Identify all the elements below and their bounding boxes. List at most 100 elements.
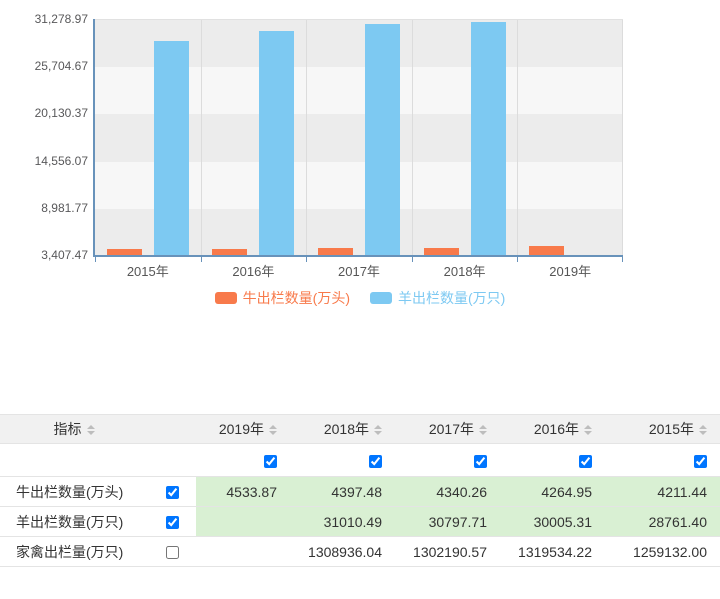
x-axis-line bbox=[93, 255, 623, 257]
sort-icon bbox=[699, 425, 707, 436]
legend-swatch-cattle-icon bbox=[214, 292, 237, 304]
x-axis-label: 2017年 bbox=[338, 264, 380, 279]
empty-cell bbox=[148, 443, 196, 477]
bar-cattle-2019[interactable] bbox=[529, 246, 565, 256]
row-checkbox-cattle[interactable] bbox=[165, 486, 179, 500]
bar-chart: 牛出栏数量(万头) 羊出栏数量(万只) 31,278.97 25,704.67 20… bbox=[0, 12, 720, 308]
year-header-label: 2018年 bbox=[323, 421, 369, 437]
table-row-sheep: 羊出栏数量(万只) 31010.49 30797.71 30005.31 28761.4… bbox=[0, 506, 720, 537]
column-checkbox-2018[interactable] bbox=[369, 454, 382, 468]
row-checkbox-sheep[interactable] bbox=[165, 516, 179, 530]
column-header-2015[interactable]: 2015年 bbox=[616, 414, 720, 444]
column-checkbox-2019[interactable] bbox=[264, 454, 277, 468]
year-header-label: 2017年 bbox=[428, 421, 474, 437]
value-cell-cattle-2016: 4264.95 bbox=[511, 476, 616, 507]
x-axis-tick bbox=[517, 257, 519, 262]
x-axis-tick bbox=[95, 257, 96, 262]
value-cell-sheep-2017: 30797.71 bbox=[406, 506, 511, 537]
row-checkbox-cell-sheep bbox=[148, 506, 196, 537]
sort-icon bbox=[269, 425, 277, 436]
column-header-2017[interactable]: 2017年 bbox=[406, 414, 511, 444]
column-checkbox-2017[interactable] bbox=[474, 454, 487, 468]
bar-sheep-2015[interactable] bbox=[153, 41, 189, 256]
bar-sheep-2016[interactable] bbox=[259, 30, 295, 256]
row-checkbox-cell-cattle bbox=[148, 476, 196, 507]
column-header-2019[interactable]: 2019年 bbox=[196, 414, 301, 444]
sort-icon bbox=[479, 425, 487, 436]
column-checkbox-cell-2016 bbox=[511, 443, 616, 477]
column-header-2018[interactable]: 2018年 bbox=[301, 414, 406, 444]
y-axis-label: 3,407.47 bbox=[41, 248, 88, 262]
x-axis-tick bbox=[411, 257, 413, 262]
sort-icon bbox=[86, 425, 95, 436]
value-cell-cattle-2017: 4340.26 bbox=[406, 476, 511, 507]
value-cell-cattle-2015: 4211.44 bbox=[616, 476, 720, 507]
value-cell-sheep-2018: 31010.49 bbox=[301, 506, 406, 537]
x-axis-tick bbox=[622, 257, 623, 262]
value-cell-cattle-2019: 4533.87 bbox=[196, 476, 301, 507]
year-header-label: 2015年 bbox=[648, 421, 694, 437]
legend-item-cattle[interactable]: 牛出栏数量(万头) bbox=[214, 288, 350, 308]
value-cell-poultry-2019 bbox=[196, 536, 301, 567]
row-checkbox-cell-poultry bbox=[148, 536, 196, 567]
row-label-poultry: 家禽出栏量(万只) bbox=[0, 536, 148, 567]
column-header-2016[interactable]: 2016年 bbox=[511, 414, 616, 444]
bar-cattle-2017[interactable] bbox=[318, 248, 353, 256]
column-checkbox-cell-2018 bbox=[301, 443, 406, 477]
column-checkbox-row bbox=[0, 443, 720, 477]
value-cell-sheep-2016: 30005.31 bbox=[511, 506, 616, 537]
column-checkbox-cell-2019 bbox=[196, 443, 301, 477]
x-axis-label: 2015年 bbox=[126, 264, 169, 279]
x-axis-tick bbox=[306, 257, 308, 262]
value-cell-poultry-2016: 1319534.22 bbox=[511, 536, 616, 567]
column-checkbox-2016[interactable] bbox=[579, 454, 592, 468]
y-axis-label: 25,704.67 bbox=[34, 59, 88, 74]
column-checkbox-cell-2017 bbox=[406, 443, 511, 477]
grid-line-vertical bbox=[200, 20, 202, 256]
table-row-poultry: 家禽出栏量(万只) 1308936.04 1302190.57 1319534.22 1… bbox=[0, 536, 720, 567]
table-header-row: 指标 2019年 2018年 2017年 2016年 2015年 bbox=[0, 414, 720, 444]
table-row-cattle: 牛出栏数量(万头) 4533.87 4397.48 4340.26 4264.95 421… bbox=[0, 476, 720, 507]
data-table-wrap: 指标 2019年 2018年 2017年 2016年 2015年 牛出栏数量(万头) 453… bbox=[0, 414, 720, 567]
legend-label-cattle: 牛出栏数量(万头) bbox=[242, 290, 350, 306]
year-header-label: 2016年 bbox=[533, 421, 579, 437]
indicator-header-label: 指标 bbox=[53, 421, 82, 437]
value-cell-sheep-2015: 28761.40 bbox=[616, 506, 720, 537]
y-axis-label: 14,556.07 bbox=[34, 153, 88, 168]
legend-item-sheep[interactable]: 羊出栏数量(万只) bbox=[370, 288, 505, 308]
value-cell-poultry-2015: 1259132.00 bbox=[616, 536, 720, 567]
chart-legend: 牛出栏数量(万头) 羊出栏数量(万只) bbox=[0, 288, 720, 308]
column-header-row-select bbox=[148, 414, 196, 444]
value-cell-poultry-2018: 1308936.04 bbox=[301, 536, 406, 567]
sort-icon bbox=[374, 425, 382, 436]
bar-sheep-2017[interactable] bbox=[365, 24, 400, 256]
bar-cattle-2018[interactable] bbox=[423, 247, 459, 256]
chart-plot-area bbox=[95, 19, 623, 256]
bar-sheep-2018[interactable] bbox=[470, 22, 506, 256]
x-axis-tick bbox=[200, 257, 202, 262]
y-axis-label: 20,130.37 bbox=[34, 106, 88, 121]
row-label-cattle: 牛出栏数量(万头) bbox=[0, 476, 148, 507]
bar-cattle-2016[interactable] bbox=[212, 248, 248, 256]
column-checkbox-cell-2015 bbox=[616, 443, 720, 477]
legend-swatch-sheep-icon bbox=[370, 292, 392, 304]
bar-cattle-2015[interactable] bbox=[106, 249, 142, 256]
x-axis-label: 2019年 bbox=[549, 264, 592, 279]
x-axis-label: 2018年 bbox=[443, 264, 486, 279]
grid-line-vertical bbox=[306, 20, 308, 256]
column-checkbox-2015[interactable] bbox=[694, 454, 707, 468]
value-cell-cattle-2018: 4397.48 bbox=[301, 476, 406, 507]
grid-line-vertical bbox=[517, 20, 519, 256]
data-table: 指标 2019年 2018年 2017年 2016年 2015年 牛出栏数量(万头) 453… bbox=[0, 414, 720, 567]
y-axis-label: 8,981.77 bbox=[41, 200, 88, 215]
sort-icon bbox=[584, 425, 592, 436]
y-axis-label: 31,278.97 bbox=[34, 12, 88, 26]
x-axis-label: 2016年 bbox=[232, 264, 275, 279]
column-header-indicator[interactable]: 指标 bbox=[0, 414, 148, 444]
year-header-label: 2019年 bbox=[218, 421, 264, 437]
y-axis-line bbox=[93, 19, 95, 257]
row-label-sheep: 羊出栏数量(万只) bbox=[0, 506, 148, 537]
grid-line-vertical bbox=[622, 20, 623, 256]
row-checkbox-poultry[interactable] bbox=[165, 546, 179, 560]
grid-line-vertical bbox=[411, 20, 413, 256]
